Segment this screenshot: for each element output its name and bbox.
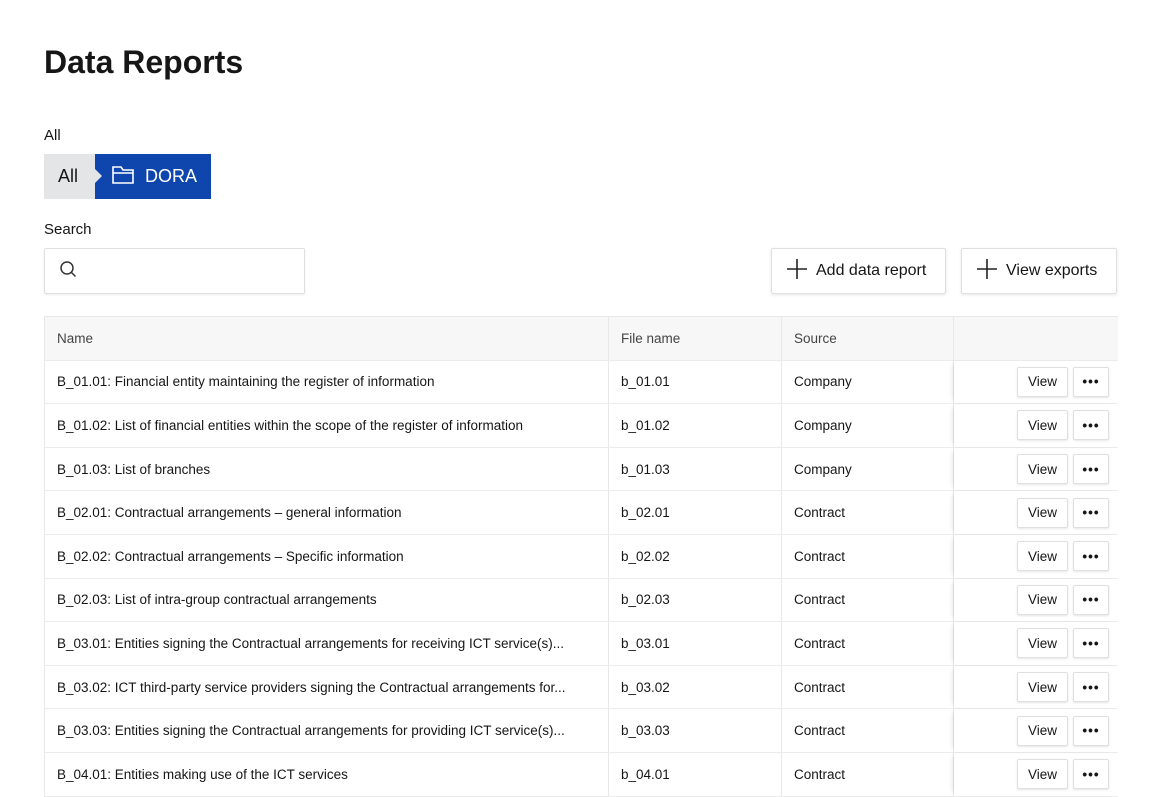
file-name: b_02.03: [609, 578, 782, 622]
table-row: B_03.02: ICT third-party service provide…: [45, 665, 1118, 710]
file-name: b_01.01: [609, 360, 782, 404]
more-options-button[interactable]: •••: [1073, 366, 1109, 397]
more-options-button[interactable]: •••: [1073, 541, 1109, 572]
view-button[interactable]: View: [1017, 759, 1068, 790]
view-exports-label: View exports: [1006, 262, 1098, 279]
breadcrumb: All DORA: [44, 154, 211, 199]
more-options-button[interactable]: •••: [1073, 715, 1109, 746]
source: Company: [782, 447, 954, 491]
row-actions: View •••: [954, 579, 1118, 622]
source: Contract: [782, 491, 954, 534]
table-row: B_03.03: Entities signing the Contractua…: [45, 709, 1118, 753]
file-name: b_01.03: [609, 447, 782, 491]
source: Contract: [782, 752, 954, 796]
table-header: Name File name Source: [45, 317, 1118, 361]
table-row: B_02.02: Contractual arrangements – Spec…: [45, 534, 1118, 579]
report-name: B_03.01: Entities signing the Contractua…: [45, 622, 609, 665]
file-name: b_02.02: [609, 534, 782, 578]
table-row: B_01.01: Financial entity maintaining th…: [45, 360, 1118, 405]
view-button[interactable]: View: [1017, 584, 1068, 615]
page-title: Data Reports: [44, 44, 244, 80]
source: Contract: [782, 709, 954, 752]
plus-icon: [976, 258, 998, 285]
more-options-button[interactable]: •••: [1073, 454, 1109, 485]
column-header-name[interactable]: Name: [45, 317, 609, 360]
view-button[interactable]: View: [1017, 366, 1068, 397]
search-icon: [59, 260, 77, 283]
column-header-source[interactable]: Source: [782, 317, 954, 360]
row-actions: View •••: [954, 622, 1118, 665]
breadcrumb-item-all[interactable]: All: [44, 154, 102, 199]
more-options-button[interactable]: •••: [1073, 672, 1109, 703]
report-name: B_03.03: Entities signing the Contractua…: [45, 709, 609, 752]
view-button[interactable]: View: [1017, 410, 1068, 441]
column-header-file-name[interactable]: File name: [609, 317, 782, 360]
source: Company: [782, 404, 954, 447]
row-actions: View •••: [954, 753, 1118, 796]
report-name: B_02.03: List of intra-group contractual…: [45, 578, 609, 622]
report-name: B_01.03: List of branches: [45, 447, 609, 491]
more-options-button[interactable]: •••: [1073, 410, 1109, 441]
view-exports-button[interactable]: View exports: [961, 248, 1117, 294]
data-reports-table: Name File name Source B_01.01: Financial…: [44, 316, 1118, 797]
row-actions: View •••: [954, 448, 1118, 491]
view-button[interactable]: View: [1017, 497, 1068, 528]
breadcrumb-all-label: All: [58, 166, 79, 186]
report-name: B_03.02: ICT third-party service provide…: [45, 665, 609, 709]
row-actions: View •••: [954, 666, 1118, 709]
row-actions: View •••: [954, 709, 1118, 752]
breadcrumb-item-dora[interactable]: DORA: [95, 154, 211, 199]
more-options-button[interactable]: •••: [1073, 584, 1109, 615]
view-button[interactable]: View: [1017, 672, 1068, 703]
source: Contract: [782, 622, 954, 665]
view-button[interactable]: View: [1017, 454, 1068, 485]
file-name: b_03.03: [609, 709, 782, 752]
table-row: B_04.01: Entities making use of the ICT …: [45, 752, 1118, 797]
report-name: B_01.02: List of financial entities with…: [45, 404, 609, 447]
search-input[interactable]: [85, 249, 304, 293]
more-options-button[interactable]: •••: [1073, 628, 1109, 659]
column-header-actions: [954, 317, 1118, 360]
row-actions: View •••: [954, 361, 1118, 404]
breadcrumb-label: All: [44, 127, 61, 144]
file-name: b_03.02: [609, 665, 782, 709]
row-actions: View •••: [954, 404, 1118, 447]
report-name: B_01.01: Financial entity maintaining th…: [45, 360, 609, 404]
source: Contract: [782, 534, 954, 578]
report-name: B_04.01: Entities making use of the ICT …: [45, 752, 609, 796]
file-name: b_01.02: [609, 404, 782, 447]
table-row: B_01.03: List of branches b_01.03 Company V…: [45, 447, 1118, 492]
view-button[interactable]: View: [1017, 628, 1068, 659]
file-name: b_03.01: [609, 622, 782, 665]
file-name: b_02.01: [609, 491, 782, 534]
table-row: B_03.01: Entities signing the Contractua…: [45, 622, 1118, 666]
add-data-report-button[interactable]: Add data report: [771, 248, 946, 294]
add-data-report-label: Add data report: [816, 262, 927, 279]
row-actions: View •••: [954, 491, 1118, 534]
source: Contract: [782, 665, 954, 709]
source: Contract: [782, 578, 954, 622]
report-name: B_02.01: Contractual arrangements – gene…: [45, 491, 609, 534]
table-row: B_02.03: List of intra-group contractual…: [45, 578, 1118, 623]
view-button[interactable]: View: [1017, 715, 1068, 746]
table-row: B_02.01: Contractual arrangements – gene…: [45, 491, 1118, 535]
source: Company: [782, 360, 954, 404]
table-row: B_01.02: List of financial entities with…: [45, 404, 1118, 448]
search-field[interactable]: [44, 248, 305, 294]
view-button[interactable]: View: [1017, 541, 1068, 572]
breadcrumb-dora-label: DORA: [145, 166, 198, 186]
report-name: B_02.02: Contractual arrangements – Spec…: [45, 534, 609, 578]
more-options-button[interactable]: •••: [1073, 759, 1109, 790]
plus-icon: [786, 258, 808, 285]
search-label: Search: [44, 221, 92, 238]
folder-icon: [111, 163, 135, 190]
row-actions: View •••: [954, 535, 1118, 578]
file-name: b_04.01: [609, 752, 782, 796]
more-options-button[interactable]: •••: [1073, 497, 1109, 528]
